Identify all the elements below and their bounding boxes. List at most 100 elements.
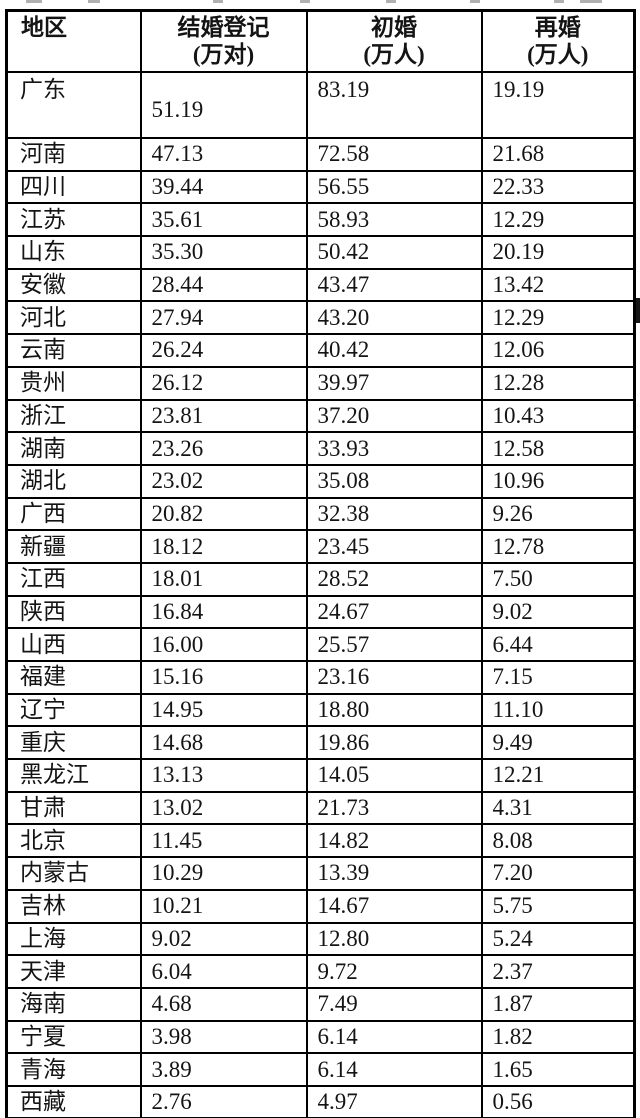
first-marriage-cell: 13.39 xyxy=(305,856,483,891)
table-row: 福建 15.16 23.16 7.15 xyxy=(5,660,636,695)
region-cell: 陕西 xyxy=(5,594,142,630)
first-marriage-cell: 28.52 xyxy=(305,561,483,597)
table-row: 宁夏 3.98 6.14 1.82 xyxy=(5,1019,636,1055)
table-row: 黑龙江 13.13 14.05 12.21 xyxy=(5,758,636,793)
right-edge-artifact xyxy=(636,298,640,323)
first-marriage-cell: 33.93 xyxy=(305,431,483,466)
region-cell: 甘肃 xyxy=(5,790,142,826)
marriage-registrations-cell: 47.13 xyxy=(139,137,308,172)
header-marriage-registrations: 结婚登记 (万对) xyxy=(139,9,308,73)
remarriage-cell: 10.43 xyxy=(480,398,636,434)
marriage-registrations-cell: 23.02 xyxy=(139,463,308,499)
first-marriage-cell: 6.14 xyxy=(305,1019,483,1055)
remarriage-cell: 2.37 xyxy=(480,954,636,989)
table-row: 吉林 10.21 14.67 5.75 xyxy=(5,888,636,924)
region-cell: 北京 xyxy=(5,823,142,859)
table-row: 山东 35.30 50.42 20.19 xyxy=(5,235,636,270)
header-first-marriage: 初婚 (万人) xyxy=(305,9,483,73)
table-row: 甘肃 13.02 21.73 4.31 xyxy=(5,790,636,826)
remarriage-cell: 5.75 xyxy=(480,888,636,924)
marriage-registrations-cell: 14.95 xyxy=(139,692,308,728)
region-cell: 新疆 xyxy=(5,529,142,564)
first-marriage-cell: 19.86 xyxy=(305,725,483,761)
cropped-text-artifact xyxy=(26,0,42,3)
remarriage-cell: 19.19 xyxy=(480,71,636,139)
region-cell: 山东 xyxy=(5,235,142,270)
remarriage-cell: 12.29 xyxy=(480,300,636,336)
marriage-registrations-cell: 14.68 xyxy=(139,725,308,761)
marriage-registrations-cell: 4.68 xyxy=(139,986,308,1022)
remarriage-cell: 1.65 xyxy=(480,1052,636,1087)
first-marriage-cell: 14.67 xyxy=(305,888,483,924)
region-cell: 山西 xyxy=(5,627,142,662)
cropped-text-artifact xyxy=(470,0,480,3)
table-row: 河南 47.13 72.58 21.68 xyxy=(5,137,636,172)
marriage-registrations-cell: 39.44 xyxy=(139,169,308,205)
region-cell: 广东 xyxy=(5,71,142,139)
region-cell: 安徽 xyxy=(5,267,142,303)
header-remarriage: 再婚 (万人) xyxy=(480,9,636,73)
remarriage-cell: 12.29 xyxy=(480,202,636,238)
marriage-registrations-cell: 18.01 xyxy=(139,561,308,597)
marriage-registrations-cell: 2.76 xyxy=(139,1084,308,1118)
marriage-registrations-cell: 3.89 xyxy=(139,1052,308,1087)
marriage-registrations-cell: 6.04 xyxy=(139,954,308,989)
region-cell: 云南 xyxy=(5,333,142,368)
region-cell: 四川 xyxy=(5,169,142,205)
table-row: 辽宁 14.95 18.80 11.10 xyxy=(5,692,636,728)
first-marriage-cell: 23.45 xyxy=(305,529,483,564)
region-cell: 辽宁 xyxy=(5,692,142,728)
remarriage-cell: 12.06 xyxy=(480,333,636,368)
marriage-registrations-cell: 20.82 xyxy=(139,496,308,532)
region-cell: 青海 xyxy=(5,1052,142,1087)
table-row: 贵州 26.12 39.97 12.28 xyxy=(5,365,636,401)
header-first-marriage-label: 初婚 xyxy=(371,15,417,40)
marriage-registrations-cell: 13.02 xyxy=(139,790,308,826)
region-cell: 河南 xyxy=(5,137,142,172)
remarriage-cell: 13.42 xyxy=(480,267,636,303)
marriage-registrations-cell: 35.61 xyxy=(139,202,308,238)
remarriage-cell: 7.50 xyxy=(480,561,636,597)
header-row: 地区 结婚登记 (万对) 初婚 (万人) 再婚 (万人) xyxy=(5,9,636,73)
region-cell: 宁夏 xyxy=(5,1019,142,1055)
marriage-registrations-cell: 10.29 xyxy=(139,856,308,891)
cropped-text-artifact xyxy=(580,0,602,3)
header-region: 地区 xyxy=(5,9,142,73)
table-row: 海南 4.68 7.49 1.87 xyxy=(5,986,636,1022)
region-cell: 吉林 xyxy=(5,888,142,924)
first-marriage-cell: 72.58 xyxy=(305,137,483,172)
marriage-registrations-cell: 10.21 xyxy=(139,888,308,924)
table-row: 江苏 35.61 58.93 12.29 xyxy=(5,202,636,238)
remarriage-cell: 5.24 xyxy=(480,921,636,957)
first-marriage-cell: 50.42 xyxy=(305,235,483,270)
table-row: 陕西 16.84 24.67 9.02 xyxy=(5,594,636,630)
region-cell: 贵州 xyxy=(5,365,142,401)
region-cell: 天津 xyxy=(5,954,142,989)
table-row: 天津 6.04 9.72 2.37 xyxy=(5,954,636,989)
first-marriage-cell: 40.42 xyxy=(305,333,483,368)
marriage-registrations-cell: 15.16 xyxy=(139,660,308,695)
remarriage-cell: 9.02 xyxy=(480,594,636,630)
table-row: 内蒙古 10.29 13.39 7.20 xyxy=(5,856,636,891)
remarriage-cell: 12.78 xyxy=(480,529,636,564)
region-cell: 上海 xyxy=(5,921,142,957)
remarriage-cell: 12.58 xyxy=(480,431,636,466)
marriage-statistics-table: 地区 结婚登记 (万对) 初婚 (万人) 再婚 (万人) 广东 51.19 83.1… xyxy=(5,9,636,1118)
first-marriage-cell: 7.49 xyxy=(305,986,483,1022)
remarriage-cell: 6.44 xyxy=(480,627,636,662)
first-marriage-cell: 43.20 xyxy=(305,300,483,336)
header-marriage-unit: (万对) xyxy=(192,42,255,67)
first-marriage-cell: 12.80 xyxy=(305,921,483,957)
remarriage-cell: 1.87 xyxy=(480,986,636,1022)
region-cell: 重庆 xyxy=(5,725,142,761)
marriage-registrations-cell: 26.24 xyxy=(139,333,308,368)
table-row: 山西 16.00 25.57 6.44 xyxy=(5,627,636,662)
marriage-registrations-cell: 28.44 xyxy=(139,267,308,303)
marriage-registrations-cell: 9.02 xyxy=(139,921,308,957)
table-row: 河北 27.94 43.20 12.29 xyxy=(5,300,636,336)
remarriage-cell: 0.56 xyxy=(480,1084,636,1118)
first-marriage-cell: 14.82 xyxy=(305,823,483,859)
marriage-registrations-cell: 35.30 xyxy=(139,235,308,270)
region-cell: 黑龙江 xyxy=(5,758,142,793)
region-cell: 广西 xyxy=(5,496,142,532)
